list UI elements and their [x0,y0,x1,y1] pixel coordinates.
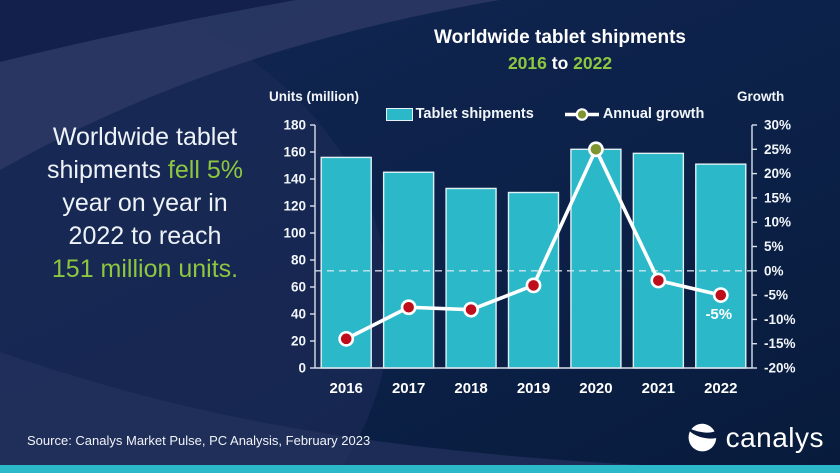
headline-line: year on year in [16,187,274,220]
growth-marker-2019 [525,277,542,294]
x-label-2022: 2022 [704,380,737,397]
chart-title: Worldwide tablet shipments 2016 to 2022 [310,27,810,74]
headline-line: shipments fell 5% [16,154,274,187]
chart-title-line1: Worldwide tablet shipments [434,27,686,48]
left-tick-label: 80 [291,253,306,268]
growth-marker-2017 [400,299,417,316]
right-tick-label: 25% [764,142,791,157]
growth-marker-2018 [463,301,479,318]
headline: Worldwide tablet shipments fell 5% year on… [16,121,274,286]
right-tick-label: -20% [764,361,796,376]
x-label-2016: 2016 [330,380,363,397]
right-tick-label: 5% [764,239,784,254]
bar-swatch-icon [385,107,413,121]
text: to [546,53,574,73]
right-tick-label: 15% [764,190,791,205]
canalys-logo: canalys [686,421,824,454]
source-text: Source: Canalys Market Pulse, PC Analysi… [27,433,371,448]
headline-line: 2022 to reach [16,220,274,253]
left-axis-title: Units (million) [269,89,359,104]
x-label-2020: 2020 [579,380,612,397]
left-tick-label: 120 [283,199,306,214]
left-tick-label: 140 [283,172,306,187]
footer-accent-bar [0,465,840,473]
text: 2022 to reach [68,222,222,250]
right-tick-label: 20% [764,166,791,181]
left-tick-label: 40 [291,307,306,322]
growth-marker-2021 [650,272,667,289]
legend-label: Annual growth [602,106,705,122]
right-axis-title: Growth [737,89,785,104]
accent-text: fell 5% [167,156,243,184]
right-tick-label: 10% [764,215,791,230]
chart-title-line2: 2016 to 2022 [310,53,810,74]
text: shipments [47,156,168,184]
text: Worldwide tablet [52,123,238,151]
left-tick-label: 100 [283,226,306,241]
growth-marker-2020 [588,141,604,158]
left-tick-label: 160 [283,145,306,160]
logo-text: canalys [725,421,824,453]
x-label-2018: 2018 [454,380,487,397]
x-label-2021: 2021 [642,380,675,397]
legend-item-tablet-shipments: Tablet shipments [385,106,534,122]
chart-plot: 0 20 40 60 80 100 120 140 160 180 -20% -15% -10% -5% 0… [283,118,796,398]
x-label-2017: 2017 [392,380,425,397]
accent-text: 2016 [507,53,547,73]
left-tick-label: 0 [298,361,306,376]
chart-legend: Tablet shipments Annual growth [260,106,830,122]
legend-label: Tablet shipments [415,106,534,122]
accent-text: 151 million units. [51,255,239,283]
headline-line: Worldwide tablet [16,121,274,154]
left-tick-label: 180 [283,118,306,133]
accent-text: 2022 [573,53,613,73]
line-marker-icon [564,107,599,121]
annotation--5%: -5% [705,306,732,323]
left-tick-label: 20 [291,334,306,349]
right-tick-label: -10% [764,312,796,327]
bar-2022 [695,163,747,369]
text: year on year in [62,189,228,217]
canalys-logo-icon [688,423,716,452]
growth-marker-2022 [712,287,729,303]
right-tick-label: 30% [764,118,791,133]
right-tick-label: -5% [764,288,788,303]
headline-line: 151 million units. [16,253,274,286]
left-tick-label: 60 [291,280,306,295]
bar-2018 [445,187,497,369]
x-label-2019: 2019 [517,380,550,397]
bar-2021 [632,152,685,369]
right-tick-label: -15% [764,336,796,351]
legend-item-annual-growth: Annual growth [564,106,705,122]
growth-marker-2016 [338,330,355,347]
right-tick-label: 0% [764,263,784,278]
